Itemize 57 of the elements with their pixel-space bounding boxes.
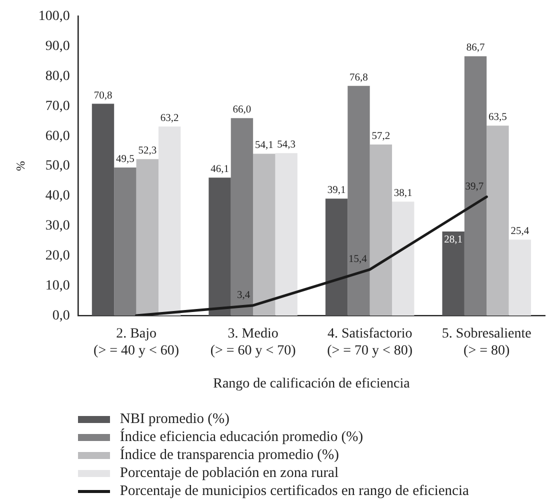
bar — [348, 86, 370, 316]
legend-label: Índice de transparencia promedio (%) — [120, 446, 339, 464]
bar — [325, 198, 348, 316]
data-label: 76,8 — [350, 72, 368, 84]
bar — [253, 154, 276, 316]
bar — [158, 126, 181, 316]
x-tick-label: 2. Bajo (> = 40 y < 60) — [94, 326, 180, 358]
x-tick-label: 4. Satisfactorio (> = 70 y < 80) — [327, 326, 413, 358]
y-tick-label: 70,0 — [45, 98, 70, 114]
bar — [486, 126, 509, 316]
legend-label: NBI promedio (%) — [120, 410, 230, 428]
bar — [370, 144, 392, 316]
data-label: 52,3 — [138, 146, 157, 157]
data-label: 54,3 — [277, 140, 296, 151]
y-tick-label: 0,0 — [52, 308, 70, 324]
x-tick-label: 5. Sobresaliente (> = 80) — [442, 326, 532, 358]
data-label: 54,1 — [254, 140, 274, 152]
data-label: 46,1 — [210, 164, 229, 176]
data-label: 39,7 — [465, 181, 484, 192]
bar — [442, 232, 464, 316]
bar — [136, 159, 158, 316]
data-label: 66,0 — [232, 104, 252, 116]
data-label: 63,5 — [488, 112, 507, 124]
legend-label: Porcentaje de municipios certificados en rango de eficiencia — [120, 482, 469, 500]
data-label: 57,2 — [372, 130, 390, 142]
bar — [92, 104, 114, 316]
x-axis-title: Rango de calificación de eficiencia — [213, 376, 411, 392]
data-label: 39,1 — [327, 185, 346, 196]
bar — [275, 153, 298, 316]
data-label: 28,1 — [444, 234, 463, 246]
y-tick-label: 90,0 — [45, 38, 70, 54]
data-label: 3,4 — [236, 290, 251, 301]
bar — [114, 167, 136, 316]
y-axis-title: % — [13, 161, 28, 171]
y-tick-label: 100,0 — [38, 9, 70, 24]
data-label: 38,1 — [394, 188, 412, 200]
legend-label: Porcentaje de población en zona rural — [120, 464, 339, 482]
data-label: 15,4 — [348, 254, 368, 266]
y-tick-label: 30,0 — [45, 218, 70, 234]
legend-label: Índice eficiencia educación promedio (%) — [120, 428, 364, 446]
x-tick-label: 3. Medio (> = 60 y < 70) — [210, 326, 296, 358]
bar — [230, 118, 254, 316]
data-label: 70,8 — [94, 90, 112, 102]
y-tick-label: 20,0 — [45, 248, 70, 264]
y-tick-label: 80,0 — [45, 68, 70, 84]
y-tick-label: 10,0 — [45, 278, 70, 294]
data-label: 63,2 — [160, 113, 179, 124]
y-tick-label: 50,0 — [45, 158, 70, 174]
data-label: 25,4 — [510, 226, 530, 238]
data-label: 49,5 — [116, 154, 134, 165]
bar — [392, 202, 414, 316]
bar — [464, 56, 487, 316]
data-label: 86,7 — [466, 42, 485, 54]
y-tick-label: 60,0 — [45, 128, 70, 144]
y-tick-label: 40,0 — [45, 188, 70, 204]
bar — [508, 240, 531, 316]
bar — [208, 178, 231, 316]
